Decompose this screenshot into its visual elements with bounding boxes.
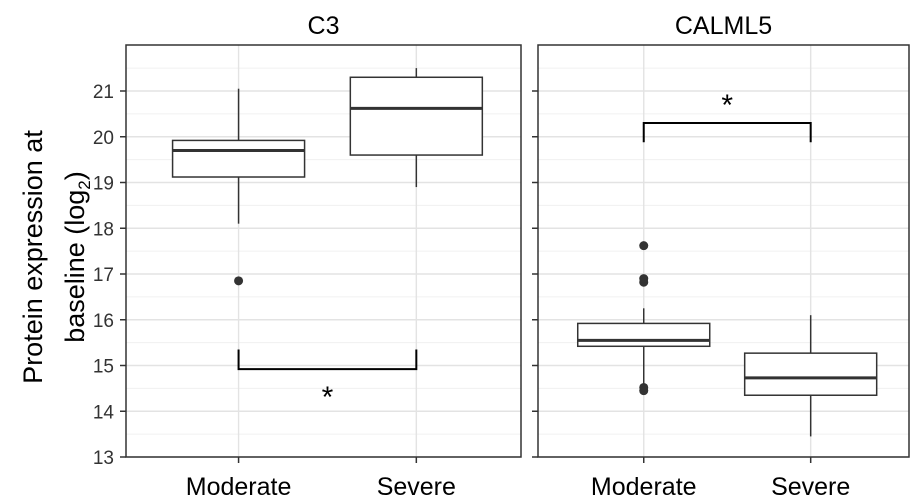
x-tick-label: Severe bbox=[377, 473, 456, 501]
significance-star: * bbox=[322, 381, 334, 414]
y-tick-label: 17 bbox=[93, 265, 114, 286]
y-axis-label-line2: baseline (log2) bbox=[60, 171, 94, 343]
panel-title: C3 bbox=[308, 12, 340, 40]
box bbox=[576, 322, 711, 348]
x-tick-label: Severe bbox=[771, 473, 850, 501]
y-tick-label: 21 bbox=[93, 82, 114, 103]
outlier-point bbox=[639, 274, 649, 284]
outlier-point bbox=[639, 241, 649, 251]
panel-border bbox=[125, 44, 522, 458]
panel-title: CALML5 bbox=[675, 12, 772, 40]
significance-bracket bbox=[642, 122, 812, 143]
panel-border bbox=[537, 44, 910, 458]
plot-layer: * C3 Moderate Severe * CALML5 Moderate Severe 13… bbox=[93, 12, 910, 501]
significance-bracket bbox=[237, 349, 418, 371]
y-axis-label-subscript: 2 bbox=[75, 180, 94, 189]
y-tick-label: 20 bbox=[93, 128, 114, 149]
x-tick-label: Moderate bbox=[591, 473, 697, 501]
y-axis-label-close: ) bbox=[60, 171, 90, 180]
y-tick-label: 15 bbox=[93, 357, 114, 378]
outlier-point bbox=[234, 276, 244, 286]
y-tick-label: 19 bbox=[93, 174, 114, 195]
box bbox=[743, 352, 878, 396]
y-tick-label: 14 bbox=[93, 402, 115, 423]
outlier-point bbox=[639, 382, 649, 392]
y-axis-label-line1: Protein expression at bbox=[18, 130, 48, 384]
y-tick-label: 13 bbox=[93, 448, 114, 469]
significance-star: * bbox=[721, 89, 733, 122]
y-axis-label-line2-text: baseline (log bbox=[60, 190, 90, 343]
y-tick-label: 18 bbox=[93, 219, 114, 240]
box bbox=[349, 76, 484, 156]
y-tick-label: 16 bbox=[93, 311, 114, 332]
box bbox=[171, 139, 306, 178]
x-tick-label: Moderate bbox=[186, 473, 292, 501]
